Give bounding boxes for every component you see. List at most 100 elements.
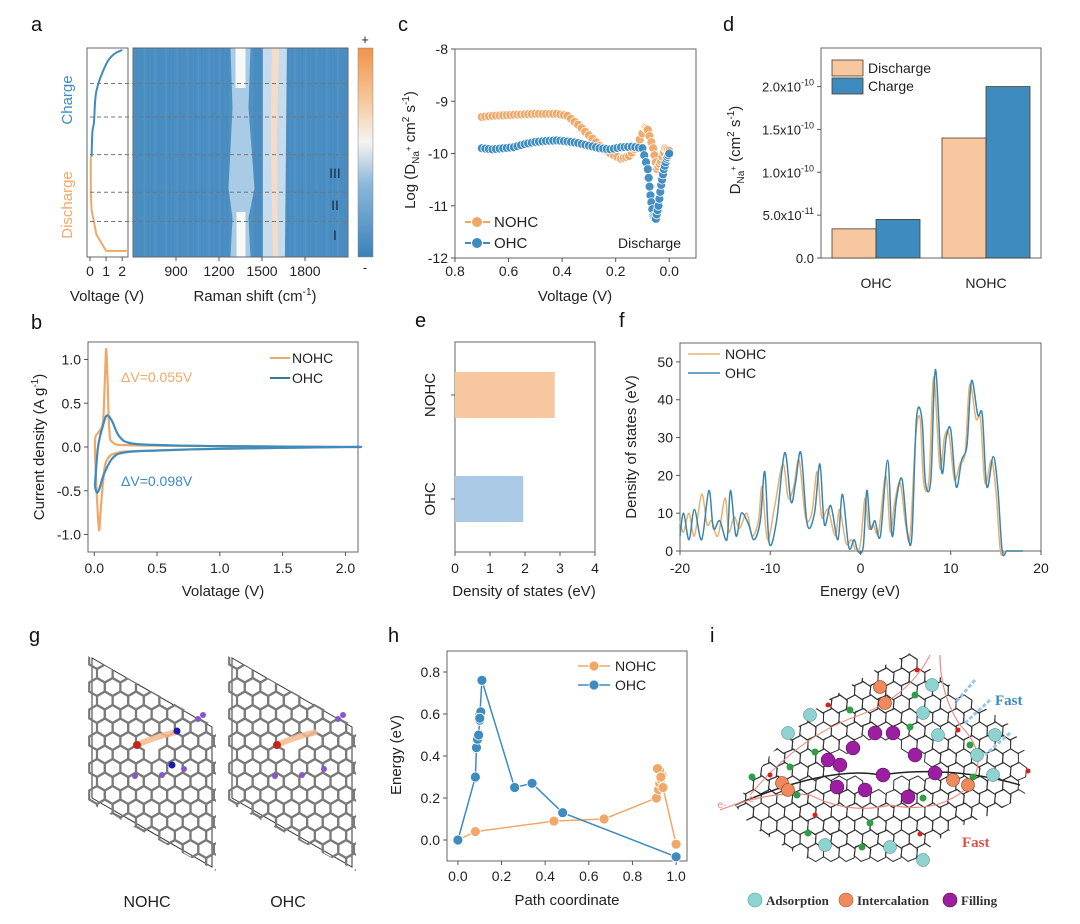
colorbar-min-label: - bbox=[363, 260, 367, 275]
carbon-ring bbox=[791, 680, 809, 701]
nitrogen-atom bbox=[173, 727, 181, 735]
carbon-ring bbox=[205, 663, 216, 684]
bar-ohc-discharge bbox=[831, 228, 877, 259]
heatmap-stripe bbox=[322, 48, 325, 257]
fast-label-blue: Fast bbox=[995, 693, 1023, 709]
carbon-ring bbox=[1009, 788, 1027, 809]
carbon-ring bbox=[95, 852, 114, 871]
x-tick-label: 1.0 bbox=[666, 868, 686, 884]
carbon-ring bbox=[735, 748, 739, 768]
filling-na-ion bbox=[857, 782, 873, 798]
heatmap-stripe bbox=[147, 48, 149, 257]
dopant-atom-green bbox=[919, 794, 927, 802]
carbon-ring bbox=[815, 667, 833, 687]
carbon-ring bbox=[282, 717, 301, 738]
carbon-ring bbox=[735, 680, 747, 701]
carbon-ring bbox=[173, 663, 192, 684]
panel-i-legend: Adsorption Intercalation Filling bbox=[747, 892, 998, 908]
x-tick-label: 1 bbox=[486, 560, 494, 576]
adsorption-legend-icon bbox=[747, 892, 763, 908]
sodium-atom bbox=[132, 773, 138, 779]
intercalation-na-ion bbox=[946, 773, 960, 787]
carbon-ring bbox=[994, 842, 1012, 863]
carbon-ring bbox=[127, 852, 145, 871]
voltage-profile-frame bbox=[86, 47, 129, 258]
legend-marker-icon bbox=[471, 237, 483, 249]
carbon-ring bbox=[1009, 843, 1028, 862]
bar-nohc-charge bbox=[985, 86, 1031, 259]
cell-frame bbox=[91, 657, 213, 868]
structure-label-nohc: NOHC bbox=[123, 894, 170, 911]
sodium-atom bbox=[159, 772, 165, 778]
colorbar-max-label: + bbox=[361, 32, 369, 47]
heatmap-stripe bbox=[197, 48, 199, 257]
heatmap-stripe bbox=[150, 48, 153, 257]
carbon-ring bbox=[197, 655, 215, 671]
fast-label-red: Fast bbox=[962, 835, 990, 851]
carbon-ring bbox=[760, 681, 778, 700]
heatmap-stripe bbox=[165, 48, 167, 257]
carbon-ring bbox=[784, 694, 801, 714]
heatmap-stripe bbox=[154, 48, 156, 257]
x-tick-label: 0.8 bbox=[445, 263, 465, 279]
x-tick-label: 1.0 bbox=[210, 560, 230, 576]
x-axis-label: Energy (eV) bbox=[820, 583, 900, 600]
carbon-ring bbox=[822, 735, 841, 754]
carbon-ring bbox=[752, 721, 771, 741]
heatmap-stripe bbox=[158, 48, 160, 257]
carbon-ring bbox=[189, 690, 208, 711]
y-tick-label: 0.5 bbox=[62, 395, 82, 411]
carbon-ring bbox=[735, 667, 739, 687]
heatmap-stripe bbox=[186, 48, 189, 257]
intercalation-na-ion bbox=[878, 696, 892, 710]
x-tick-label: 0 bbox=[451, 560, 459, 576]
carbon-ring bbox=[736, 748, 755, 768]
carbon-ring bbox=[274, 655, 293, 671]
carbon-ring bbox=[745, 653, 762, 674]
cv-curve-ohc bbox=[93, 414, 363, 494]
adsorption-na-ion bbox=[931, 728, 945, 742]
heatmap-stripe bbox=[219, 48, 221, 257]
carbon-ring bbox=[127, 825, 145, 846]
sodium-atom bbox=[299, 772, 305, 778]
structure-ohc bbox=[228, 655, 356, 871]
carbon-ring bbox=[978, 816, 997, 835]
carbon-ring bbox=[142, 852, 161, 871]
carbon-ring bbox=[298, 663, 316, 684]
heatmap-stripe bbox=[326, 48, 328, 257]
filling-na-ion bbox=[885, 725, 901, 741]
filling-na-ion bbox=[832, 757, 848, 773]
carbon-ring bbox=[775, 653, 794, 674]
d-band-top bbox=[235, 48, 246, 88]
intercalation-na-ion bbox=[873, 680, 887, 694]
legend-discharge: Discharge bbox=[868, 60, 931, 76]
y-tick-label: 2.0x10-10 bbox=[762, 78, 814, 95]
carbon-ring bbox=[228, 838, 246, 860]
sodium-atom bbox=[272, 773, 278, 779]
cell-frame bbox=[231, 657, 353, 868]
carbon-ring bbox=[760, 653, 778, 674]
carbon-ring bbox=[838, 734, 856, 755]
heatmap-stripe bbox=[143, 48, 146, 257]
dopant-atom-red bbox=[917, 831, 923, 837]
region-label: III bbox=[329, 165, 341, 181]
y-tick-label: -0.5 bbox=[57, 483, 81, 499]
dopant-atom-green bbox=[906, 723, 914, 731]
y-tick-label: -12 bbox=[428, 250, 448, 266]
heatmap-stripe bbox=[319, 48, 321, 257]
x-tick-label: -10 bbox=[760, 560, 780, 576]
g-band-peak bbox=[270, 48, 279, 257]
ohc-data-point bbox=[509, 782, 521, 793]
adsorption-na-ion bbox=[916, 706, 930, 720]
ohc-data-point bbox=[644, 181, 655, 192]
carbon-ring bbox=[189, 663, 208, 684]
heatmap-stripe bbox=[337, 48, 339, 257]
dopant-atom-green bbox=[846, 706, 854, 714]
carbon-ring bbox=[150, 838, 169, 860]
ohc-data-point bbox=[664, 148, 675, 159]
x-axis-label: Raman shift (cm-1) bbox=[193, 287, 316, 305]
bar-nohc bbox=[455, 372, 555, 418]
dopant-atom-red bbox=[812, 812, 818, 818]
voltage-tick-label: 2 bbox=[118, 263, 126, 279]
